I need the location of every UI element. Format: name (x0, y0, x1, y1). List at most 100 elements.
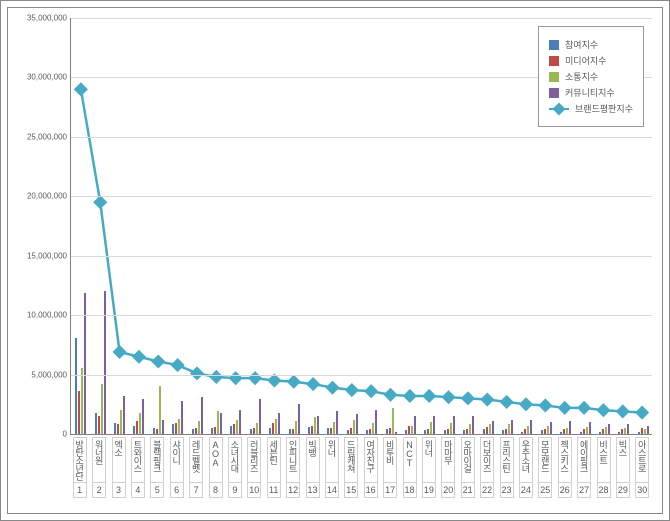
legend-swatch (549, 72, 559, 82)
category-rank: 30 (635, 483, 649, 498)
line-marker-diamond (133, 350, 146, 363)
line-marker-diamond (442, 391, 455, 404)
category-rank: 26 (558, 483, 572, 498)
category-name: AOA (209, 437, 223, 483)
category-name: 레드벨벳 (189, 437, 203, 483)
gridline (71, 18, 652, 19)
category-rank: 1 (73, 483, 87, 498)
category-rank: 3 (112, 483, 126, 498)
x-category: AOA8 (209, 437, 223, 498)
category-rank: 25 (538, 483, 552, 498)
legend-swatch (549, 56, 559, 66)
category-name: 위너 (422, 437, 436, 483)
category-name: 여자친구 (364, 437, 378, 483)
x-category: 우주소녀24 (519, 437, 533, 498)
line-marker-diamond (616, 405, 629, 418)
y-tick-label: 10,000,000 (27, 311, 71, 320)
category-rank: 9 (228, 483, 242, 498)
x-category: 워너원2 (92, 437, 106, 498)
legend-label: 커뮤니티지수 (565, 86, 615, 99)
legend-label: 브랜드평판지수 (575, 102, 633, 115)
category-rank: 20 (441, 483, 455, 498)
line-marker-diamond (462, 392, 475, 405)
category-rank: 11 (267, 483, 281, 498)
category-name: 트와이스 (131, 437, 145, 483)
legend-swatch-line (549, 104, 569, 114)
line-marker-diamond (481, 393, 494, 406)
line-marker-diamond (326, 381, 339, 394)
line-marker-diamond (94, 196, 107, 209)
line-marker-diamond (578, 402, 591, 415)
category-name: 빅스 (616, 437, 630, 483)
category-name: 모모랜드 (538, 437, 552, 483)
category-name: 워너원 (92, 437, 106, 483)
y-tick-label: 15,000,000 (27, 251, 71, 260)
category-name: 에이핑크 (577, 437, 591, 483)
category-rank: 29 (616, 483, 630, 498)
line-marker-diamond (520, 398, 533, 411)
category-name: 비스트 (597, 437, 611, 483)
y-tick-label: 35,000,000 (27, 14, 71, 23)
category-rank: 22 (480, 483, 494, 498)
line-marker-diamond (191, 367, 204, 380)
category-name: 드림캐쳐 (344, 437, 358, 483)
category-name: 젝스키스 (558, 437, 572, 483)
line-marker-diamond (152, 355, 165, 368)
category-rank: 17 (383, 483, 397, 498)
x-category: 모모랜드25 (538, 437, 552, 498)
line-marker-diamond (75, 83, 88, 96)
category-name: 프리스틴 (500, 437, 514, 483)
line-marker-diamond (268, 374, 281, 387)
gridline (71, 375, 652, 376)
x-category: 더보이즈22 (480, 437, 494, 498)
x-category: 비스트28 (597, 437, 611, 498)
line-marker-diamond (384, 388, 397, 401)
category-name: 위너 (325, 437, 339, 483)
line-marker-diamond (423, 390, 436, 403)
line-marker-diamond (113, 346, 126, 359)
category-rank: 7 (189, 483, 203, 498)
line-marker-diamond (307, 378, 320, 391)
x-category: 위너19 (422, 437, 436, 498)
x-category: 프리스틴23 (500, 437, 514, 498)
category-name: 빅뱅 (306, 437, 320, 483)
category-name: 블랙핑크 (150, 437, 164, 483)
line-marker-diamond (345, 384, 358, 397)
legend-item: 브랜드평판지수 (549, 102, 633, 115)
category-name: 아스트로 (635, 437, 649, 483)
x-category: 젝스키스26 (558, 437, 572, 498)
category-rank: 4 (131, 483, 145, 498)
legend-swatch (549, 40, 559, 50)
x-category: 드림캐쳐15 (344, 437, 358, 498)
legend-label: 미디어지수 (565, 54, 606, 67)
x-category: 비투비17 (383, 437, 397, 498)
legend-swatch (549, 88, 559, 98)
legend-label: 참여지수 (565, 38, 598, 51)
y-tick-label: 5,000,000 (31, 370, 71, 379)
category-rank: 27 (577, 483, 591, 498)
x-category: 방탄소년단1 (73, 437, 87, 498)
line-marker-diamond (500, 396, 513, 409)
gridline (71, 137, 652, 138)
legend-label: 소통지수 (565, 70, 598, 83)
line-marker-diamond (636, 406, 649, 419)
x-category: 샤이니6 (170, 437, 184, 498)
x-category: 빅뱅13 (306, 437, 320, 498)
category-name: 세븐틴 (267, 437, 281, 483)
category-rank: 19 (422, 483, 436, 498)
category-rank: 28 (597, 483, 611, 498)
line-marker-diamond (287, 375, 300, 388)
category-name: 엑소 (112, 437, 126, 483)
legend: 참여지수 미디어지수 소통지수 커뮤니티지수 브랜드평판지수 (538, 26, 644, 127)
line-marker-diamond (558, 402, 571, 415)
x-category: 에이핑크27 (577, 437, 591, 498)
x-category: 빅스29 (616, 437, 630, 498)
line-marker-diamond (597, 404, 610, 417)
category-rank: 12 (286, 483, 300, 498)
y-tick-label: 30,000,000 (27, 73, 71, 82)
category-rank: 18 (403, 483, 417, 498)
x-category: 마마무20 (441, 437, 455, 498)
line-marker-diamond (539, 399, 552, 412)
gridline (71, 256, 652, 257)
line-marker-diamond (365, 385, 378, 398)
